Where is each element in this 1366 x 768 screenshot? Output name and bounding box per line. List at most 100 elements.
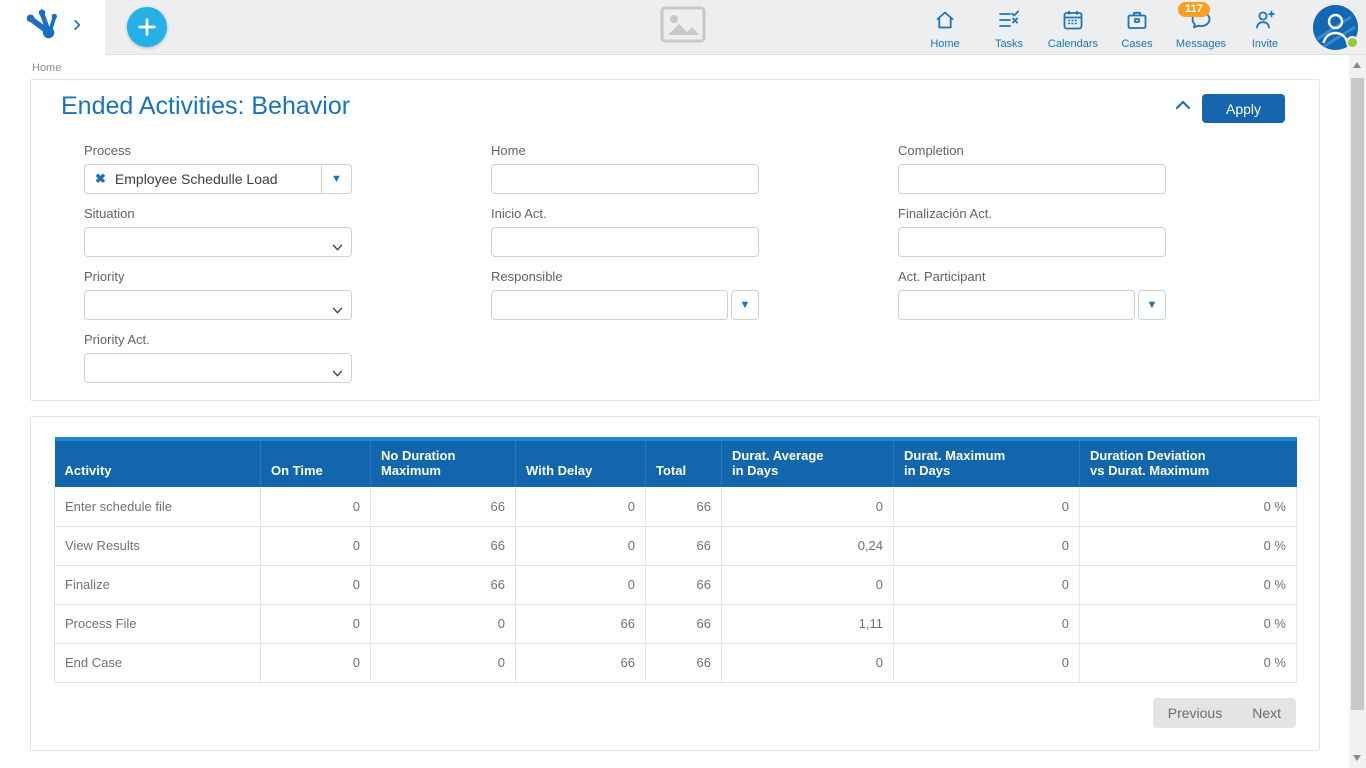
caret-down-icon: ▼: [331, 174, 342, 185]
nav-label: Cases: [1121, 38, 1152, 50]
column-header: On Time: [261, 439, 371, 487]
value-cell: 0: [722, 643, 894, 682]
filter-form: Process ✖ Employee Schedulle Load ▼ Situ…: [31, 121, 1319, 395]
value-cell: 66: [371, 487, 516, 526]
completion-input[interactable]: [898, 164, 1166, 194]
nav-label: Calendars: [1048, 38, 1098, 50]
nav-cases[interactable]: Cases: [1108, 6, 1166, 50]
finalizacion-act-input[interactable]: [898, 227, 1166, 257]
table-row: Finalize066066000 %: [55, 565, 1297, 604]
calendar-icon: [1061, 8, 1085, 37]
breadcrumb[interactable]: Home: [0, 55, 1349, 79]
responsible-dropdown-button[interactable]: ▼: [731, 290, 759, 320]
field-label: Process: [84, 143, 352, 158]
vertical-scrollbar[interactable]: [1349, 55, 1366, 768]
home-input[interactable]: [491, 164, 759, 194]
priority-act-select[interactable]: [84, 353, 352, 383]
process-dropdown-button[interactable]: ▼: [321, 164, 352, 194]
value-cell: 66: [646, 643, 722, 682]
previous-button[interactable]: Previous: [1153, 698, 1237, 728]
nav-label: Home: [930, 38, 959, 50]
table-row: Enter schedule file066066000 %: [55, 487, 1297, 526]
act-participant-input[interactable]: [898, 290, 1135, 320]
column-header: Durat. Average in Days: [722, 439, 894, 487]
app-logo[interactable]: [0, 0, 105, 55]
value-cell: 66: [371, 526, 516, 565]
scroll-down-icon[interactable]: [1353, 755, 1361, 761]
nav-messages[interactable]: 117 Messages: [1172, 6, 1230, 50]
value-cell: 66: [646, 565, 722, 604]
chevron-right-icon[interactable]: [70, 18, 84, 37]
table-row: Process File0066661,1100 %: [55, 604, 1297, 643]
field-label: Finalización Act.: [898, 206, 1166, 221]
nav-home[interactable]: Home: [916, 6, 974, 50]
value-cell: 66: [646, 487, 722, 526]
online-status-dot: [1346, 36, 1359, 49]
image-placeholder-icon: [660, 6, 706, 48]
field-inicio-act: Inicio Act.: [491, 206, 759, 257]
inicio-act-input[interactable]: [491, 227, 759, 257]
scrollbar-thumb[interactable]: [1351, 78, 1364, 710]
main-content: Home Ended Activities: Behavior Apply Pr…: [0, 55, 1349, 768]
value-cell: 66: [516, 604, 646, 643]
priority-select[interactable]: [84, 290, 352, 320]
table-header-row: ActivityOn TimeNo Duration MaximumWith D…: [55, 439, 1297, 487]
value-cell: 66: [516, 643, 646, 682]
field-priority: Priority: [84, 269, 352, 320]
user-avatar[interactable]: [1313, 5, 1358, 50]
table-body: Enter schedule file066066000 %View Resul…: [55, 487, 1297, 682]
situation-select[interactable]: [84, 227, 352, 257]
responsible-input[interactable]: [491, 290, 728, 320]
process-selected-chip: ✖ Employee Schedulle Load: [84, 164, 321, 194]
activity-cell: Enter schedule file: [55, 487, 261, 526]
field-situation: Situation: [84, 206, 352, 257]
new-case-button[interactable]: [127, 7, 167, 47]
nav-calendars[interactable]: Calendars: [1044, 6, 1102, 50]
messages-badge: 117: [1178, 2, 1210, 17]
value-cell: 0 %: [1080, 565, 1297, 604]
value-cell: 0: [894, 604, 1080, 643]
results-panel: ActivityOn TimeNo Duration MaximumWith D…: [30, 416, 1320, 751]
value-cell: 0: [261, 643, 371, 682]
column-header: Duration Deviation vs Durat. Maximum: [1080, 439, 1297, 487]
table-row: End Case006666000 %: [55, 643, 1297, 682]
column-header: Durat. Maximum in Days: [894, 439, 1080, 487]
table-row: View Results0660660,2400 %: [55, 526, 1297, 565]
value-cell: 0 %: [1080, 526, 1297, 565]
value-cell: 0: [516, 526, 646, 565]
field-act-participant: Act. Participant ▼: [898, 269, 1166, 320]
scroll-up-icon[interactable]: [1353, 62, 1361, 68]
value-cell: 0 %: [1080, 604, 1297, 643]
apply-button[interactable]: Apply: [1202, 94, 1285, 123]
topbar: Home Tasks: [0, 0, 1366, 55]
tasks-icon: [997, 8, 1021, 37]
collapse-chevron-up-icon[interactable]: [1174, 98, 1192, 117]
field-label: Priority: [84, 269, 352, 284]
filter-panel: Ended Activities: Behavior Apply Process…: [30, 79, 1320, 401]
nav-invite[interactable]: Invite: [1236, 6, 1294, 50]
value-cell: 66: [646, 604, 722, 643]
briefcase-icon: [1125, 8, 1149, 37]
value-cell: 0: [261, 487, 371, 526]
act-participant-dropdown-button[interactable]: ▼: [1138, 290, 1166, 320]
field-completion: Completion: [898, 143, 1166, 194]
person-add-icon: [1253, 8, 1277, 37]
field-label: Responsible: [491, 269, 759, 284]
field-label: Home: [491, 143, 759, 158]
next-button[interactable]: Next: [1237, 698, 1296, 728]
value-cell: 0: [722, 565, 894, 604]
value-cell: 0: [894, 526, 1080, 565]
remove-chip-icon[interactable]: ✖: [95, 171, 106, 187]
value-cell: 0: [516, 565, 646, 604]
topbar-nav: Home Tasks: [916, 0, 1294, 55]
value-cell: 0: [894, 487, 1080, 526]
field-responsible: Responsible ▼: [491, 269, 759, 320]
column-header: Total: [646, 439, 722, 487]
value-cell: 0: [722, 487, 894, 526]
value-cell: 1,11: [722, 604, 894, 643]
value-cell: 0: [894, 565, 1080, 604]
nav-tasks[interactable]: Tasks: [980, 6, 1038, 50]
column-header: With Delay: [516, 439, 646, 487]
activity-cell: View Results: [55, 526, 261, 565]
field-label: Inicio Act.: [491, 206, 759, 221]
